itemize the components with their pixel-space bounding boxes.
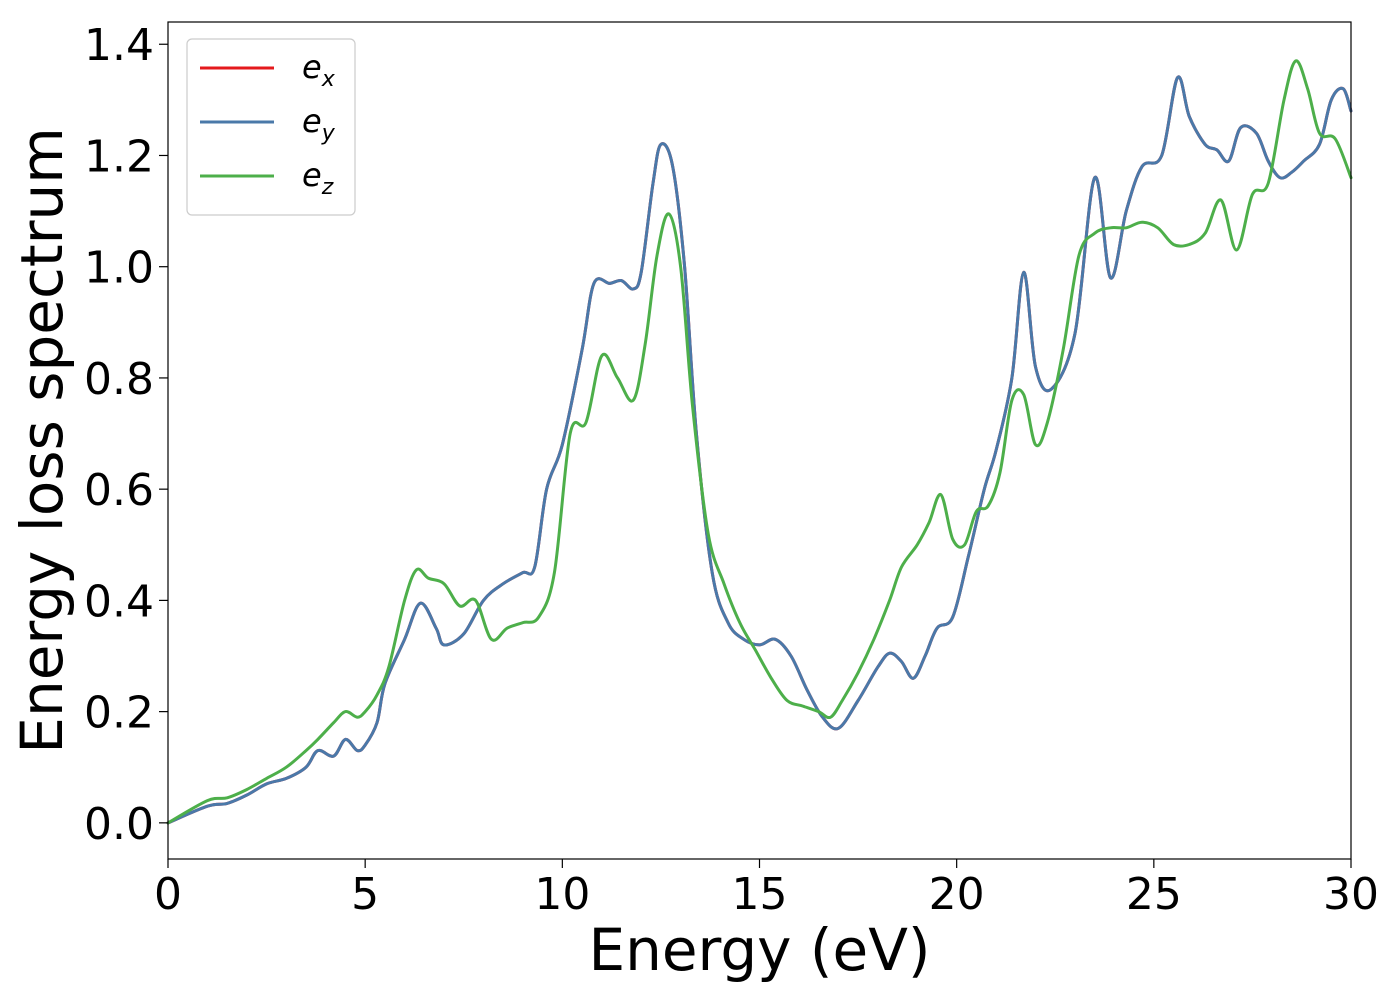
- legend-label-z: ez: [302, 156, 334, 200]
- x-tick-label: 5: [351, 869, 379, 920]
- x-axis: 0 5 10 15 20 25 30: [154, 859, 1379, 920]
- y-tick-label: 0.8: [84, 354, 154, 405]
- y-axis: 0.0 0.2 0.4 0.6 0.8 1.0 1.2 1.4: [84, 20, 168, 850]
- y-tick-label: 1.4: [84, 20, 154, 71]
- series-line-y: [166, 75, 1353, 825]
- y-axis-title: Energy loss spectrum: [8, 127, 76, 753]
- series-line-z: [166, 59, 1353, 825]
- legend-label-x: ex: [302, 48, 336, 92]
- y-tick-label: 0.6: [84, 465, 154, 516]
- x-tick-label: 25: [1126, 869, 1182, 920]
- legend: ex ey ez: [186, 38, 356, 216]
- series-layer: [166, 59, 1353, 825]
- legend-label-y: ey: [302, 102, 336, 146]
- y-tick-label: 1.2: [84, 131, 154, 182]
- y-tick-label: 0.0: [84, 799, 154, 850]
- x-tick-label: 20: [929, 869, 985, 920]
- y-tick-label: 0.4: [84, 576, 154, 627]
- legend-box: [186, 38, 356, 216]
- y-tick-label: 1.0: [84, 243, 154, 294]
- y-tick-label: 0.2: [84, 688, 154, 739]
- x-tick-label: 15: [732, 869, 788, 920]
- x-tick-label: 0: [154, 869, 182, 920]
- x-axis-title: Energy (eV): [588, 916, 930, 984]
- x-tick-label: 10: [534, 869, 590, 920]
- x-tick-label: 30: [1323, 869, 1379, 920]
